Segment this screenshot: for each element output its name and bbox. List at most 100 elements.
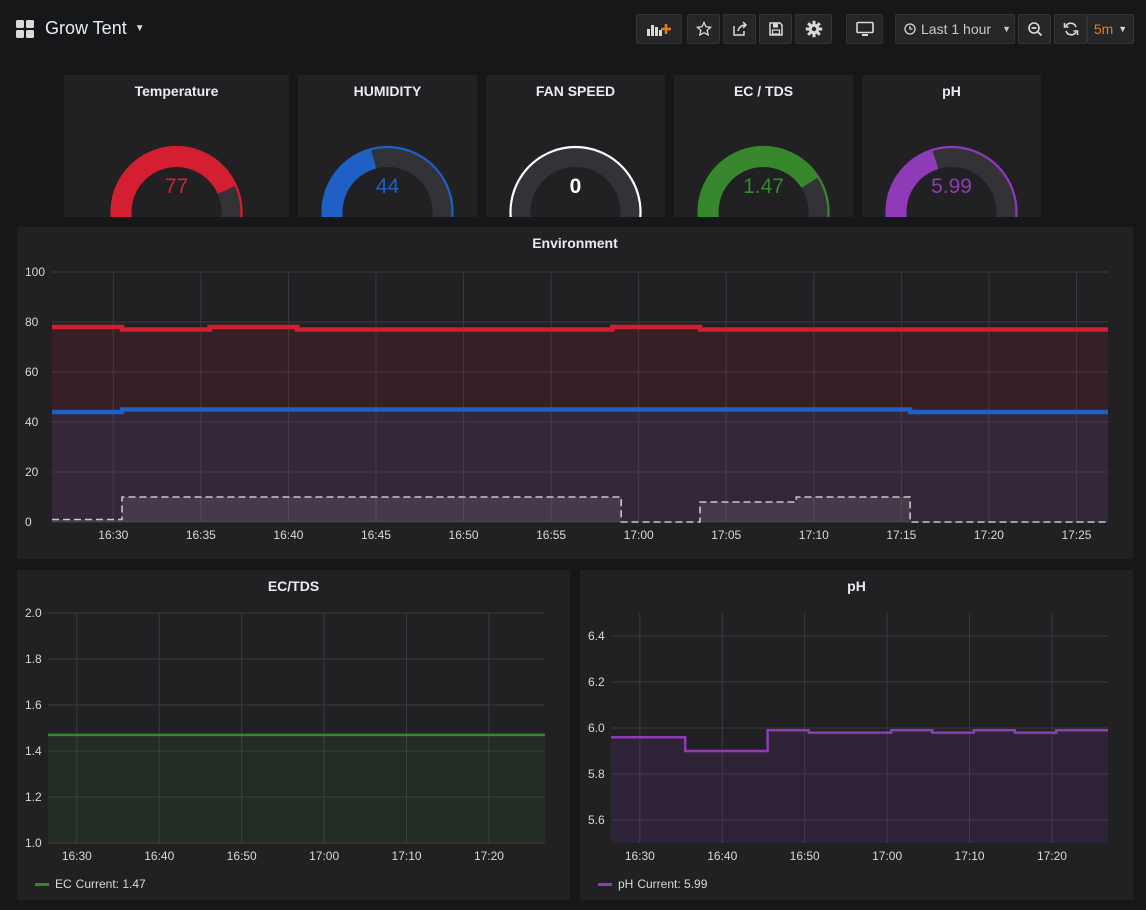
temperature-gauge (110, 145, 243, 217)
refresh-button[interactable] (1054, 14, 1087, 44)
x-tick-label: 16:30 (98, 528, 128, 542)
chart-grid (611, 613, 1108, 843)
panel-title: FAN SPEED (535, 83, 616, 99)
x-tick-label: 17:20 (1037, 849, 1067, 863)
gauge-threshold-ring (509, 145, 642, 217)
share-dashboard-button[interactable] (723, 14, 756, 44)
x-tick-label: 16:30 (625, 849, 655, 863)
y-tick-label: 6.0 (588, 721, 605, 735)
x-tick-label: 16:50 (227, 849, 257, 863)
dashboard-title: Grow Tent (45, 18, 127, 38)
gauge-panel-humidity[interactable]: HUMIDITY 44 (298, 75, 477, 217)
series-line (52, 324, 1108, 332)
refresh-interval-picker[interactable]: 5m ▼ (1087, 14, 1134, 44)
y-tick-label: 60 (25, 365, 39, 379)
x-tick-label: 16:30 (62, 849, 92, 863)
star-icon (695, 21, 712, 37)
x-tick-label: 17:10 (392, 849, 422, 863)
x-tick-label: 17:15 (886, 528, 916, 542)
gauge-panel-ec-tds[interactable]: EC / TDS 1.47 (674, 75, 853, 217)
gauge-panel-temperature[interactable]: Temperature 77 (64, 75, 289, 217)
star-dashboard-button[interactable] (687, 14, 720, 44)
refresh-interval-label: 5m (1093, 21, 1114, 37)
dashboard-picker[interactable]: Grow Tent ▼ (15, 18, 145, 39)
gauge-threshold-ring (885, 145, 1018, 217)
refresh-icon (1063, 22, 1078, 36)
y-tick-label: 1.2 (25, 790, 42, 804)
x-tick-label: 17:20 (474, 849, 504, 863)
panel-title: Temperature (134, 83, 219, 99)
ph-chart: 5.6 5.8 6.0 6.2 6.4 16:30 16:40 16:50 17:00 17:10… (588, 613, 1108, 863)
series-line (611, 729, 1108, 753)
x-tick-label: 17:25 (1061, 528, 1091, 542)
gauge-panel-fan-speed[interactable]: FAN SPEED 0 (486, 75, 665, 217)
y-tick-label: 5.6 (588, 813, 605, 827)
gauge-value: 44 (375, 175, 400, 198)
add-panel-button[interactable] (636, 14, 682, 44)
y-tick-label: 6.2 (588, 675, 605, 689)
legend-current-value: Current: 1.47 (75, 877, 146, 891)
y-tick-label: 5.8 (588, 767, 605, 781)
x-tick-label: 17:00 (309, 849, 339, 863)
x-tick-label: 16:40 (144, 849, 174, 863)
panel-title: EC/TDS (267, 578, 320, 594)
gauge-fill (111, 147, 236, 217)
chart-legend[interactable]: pH Current: 5.99 (598, 877, 707, 891)
y-tick-label: 1.4 (25, 744, 42, 758)
caret-down-icon: ▼ (1002, 24, 1011, 34)
environment-chart: 0 20 40 60 80 100 16:30 16:35 16:40 16:45 16:50 16:… (25, 265, 1108, 542)
chart-grid (48, 612, 545, 844)
gauge-panel-ph[interactable]: pH 5.99 (862, 75, 1041, 217)
panel-title: EC / TDS (733, 83, 794, 99)
y-tick-label: 2.0 (25, 606, 42, 620)
time-range-picker[interactable]: Last 1 hour ▼ (895, 14, 1015, 44)
zoom-out-button[interactable] (1018, 14, 1051, 44)
gauge-fill (322, 149, 377, 217)
chart-grid (52, 271, 1108, 523)
ec-tds-gauge (697, 145, 830, 217)
series-area (52, 327, 1108, 522)
legend-series-name: EC (55, 877, 72, 891)
panel-title: HUMIDITY (353, 83, 422, 99)
x-tick-label: 17:00 (872, 849, 902, 863)
caret-down-icon: ▼ (134, 23, 145, 34)
view-mode-button[interactable] (846, 14, 883, 44)
y-tick-label: 6.4 (588, 629, 605, 643)
y-tick-label: 100 (25, 265, 45, 279)
series-area (52, 497, 1108, 522)
environment-panel[interactable]: Environment 0 20 40 60 80 100 16:30 16:35 16:40 1… (17, 227, 1133, 559)
dashboards-grid-icon (16, 19, 34, 38)
x-tick-label: 16:50 (790, 849, 820, 863)
gauge-value: 5.99 (931, 175, 972, 198)
gauge-threshold-ring (697, 145, 830, 217)
panel-title: pH (942, 83, 961, 99)
save-icon (768, 22, 783, 36)
series-line (52, 407, 1108, 415)
save-dashboard-button[interactable] (759, 14, 792, 44)
y-tick-label: 40 (25, 415, 39, 429)
x-tick-label: 16:40 (707, 849, 737, 863)
monitor-icon (855, 21, 874, 36)
x-tick-label: 16:50 (449, 528, 479, 542)
settings-button[interactable] (795, 14, 832, 44)
x-tick-label: 16:35 (186, 528, 216, 542)
x-tick-label: 17:10 (799, 528, 829, 542)
legend-current-value: Current: 5.99 (637, 877, 708, 891)
x-tick-label: 17:20 (974, 528, 1004, 542)
series-line (52, 496, 1108, 523)
caret-down-icon: ▼ (1118, 24, 1128, 34)
y-tick-label: 1.6 (25, 698, 42, 712)
top-navbar: Grow Tent ▼ Last 1 hour ▼ (0, 0, 1146, 58)
x-tick-label: 17:05 (711, 528, 741, 542)
gauge-track (510, 147, 641, 217)
zoom-out-icon (1027, 22, 1042, 37)
chart-legend[interactable]: EC Current: 1.47 (35, 877, 146, 891)
legend-swatch (35, 882, 49, 886)
gauge-threshold-ring (321, 145, 454, 217)
ph-panel[interactable]: pH 5.6 5.8 6.0 6.2 6.4 16:30 16:40 16:50 17:00 17… (580, 570, 1133, 900)
series-area (48, 734, 545, 843)
gauge-value: 1.47 (743, 175, 784, 198)
share-icon (732, 21, 747, 36)
ec-tds-panel[interactable]: EC/TDS 1.0 1.2 1.4 1.6 1.8 2.0 16:30 16:40 16:50… (17, 570, 570, 900)
gauge-threshold-ring (110, 145, 243, 217)
